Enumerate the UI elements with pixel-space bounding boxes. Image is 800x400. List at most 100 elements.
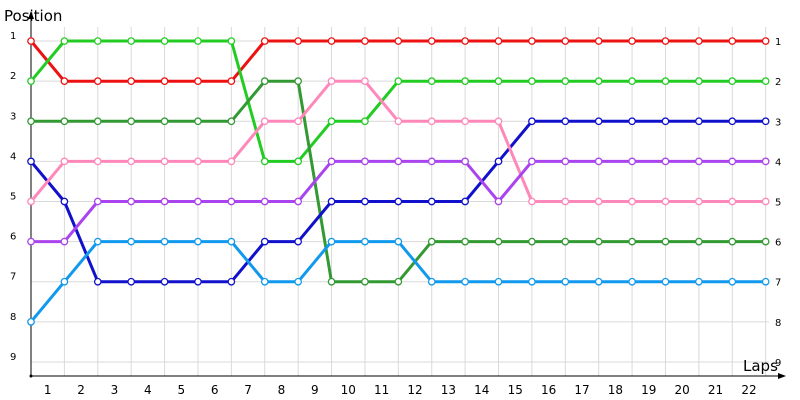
y-tick-label-right: 7 [775,278,781,289]
series-7-point [227,237,236,246]
y-tick-label-left: 5 [10,192,16,203]
y-tick-label-right: 1 [775,37,781,48]
series-1-point [60,77,69,86]
series-3-point [260,77,269,86]
series-3-point [728,237,737,246]
series-7-point [60,277,69,286]
x-tick-label: 20 [675,383,690,397]
series-1-point [661,37,670,45]
series-1-point [27,37,35,45]
x-tick-label: 13 [441,383,456,397]
series-5-point [361,77,369,86]
series-2-point [494,77,503,86]
series-5-point [628,197,636,206]
x-tick-label: 3 [111,383,119,397]
series-2-point [461,77,469,86]
series-1-point [761,37,770,45]
series-4-point [60,197,69,206]
series-3-point [628,237,636,246]
series-5-point [227,157,236,166]
series-3-point [661,237,670,246]
series-4-point [194,277,202,286]
series-4-point [93,277,102,286]
series-6-point [93,197,102,206]
series-2-point [227,37,236,45]
series-7-point [761,277,770,286]
series-7-point [93,237,102,246]
series-4-point [628,117,636,126]
series-1-point [728,37,737,45]
series-6-point [394,157,403,166]
series-1-point [561,37,570,45]
series-3-point [361,277,369,286]
series-4-point [294,237,302,246]
y-tick-label-right: 2 [775,77,781,88]
series-5-point [728,197,737,206]
series-1-point [528,37,536,45]
series-3-point [427,237,436,246]
series-2-point [528,77,536,86]
series-7-point [394,237,403,246]
series-6-point [427,157,436,166]
series-4-point [728,117,737,126]
series-2-point [427,77,436,86]
series-4-point [394,197,403,206]
series-6-point [160,197,169,206]
series-5-point [427,117,436,126]
y-tick-label-left: 7 [10,272,16,283]
series-1-point [594,37,603,45]
series-7-point [194,237,202,246]
series-2-point [761,77,770,86]
y-tick-label-left: 2 [10,71,16,82]
series-5-point [661,197,670,206]
series-5-point [695,197,703,206]
y-tick-label-right: 8 [775,318,781,329]
series-6-point [661,157,670,166]
series-1-point [695,37,703,45]
x-tick-label: 8 [278,383,286,397]
series-5-point [528,197,536,206]
series-4-point [761,117,770,126]
series-5-point [394,117,403,126]
series-4-point [427,197,436,206]
series-2-point [60,37,69,45]
series-6-point [327,157,336,166]
series-4-point [594,117,603,126]
series-7-point [461,277,469,286]
series-4-point [327,197,336,206]
series-6-point [594,157,603,166]
series-4-point [260,237,269,246]
series-6-point [127,197,136,206]
series-6-point [528,157,536,166]
series-3-point [27,117,35,126]
x-tick-label: 14 [474,383,489,397]
series-3-point [561,237,570,246]
series-4-point [561,117,570,126]
series-7-point [127,237,136,246]
series-7-point [695,277,703,286]
y-tick-label-left: 3 [10,111,16,122]
series-7-point [728,277,737,286]
series-4-point [695,117,703,126]
series-2-point [160,37,169,45]
series-5-point [27,197,35,206]
series-3-point [528,237,536,246]
series-1-point [628,37,636,45]
series-7-point [160,237,169,246]
series-2-point [327,117,336,126]
y-tick-label-right: 6 [775,238,781,249]
series-2-point [728,77,737,86]
series-5-point [194,157,202,166]
series-6-point [194,197,202,206]
series-1-point [127,77,136,86]
series-5-point [327,77,336,86]
series-6-point [494,197,503,206]
series-7-point [494,277,503,286]
series-3-point [494,237,503,246]
x-tick-label: 22 [741,383,756,397]
series-1-point [194,77,202,86]
y-tick-label-left: 8 [10,312,16,323]
series-7-point [427,277,436,286]
x-tick-label: 2 [77,383,85,397]
